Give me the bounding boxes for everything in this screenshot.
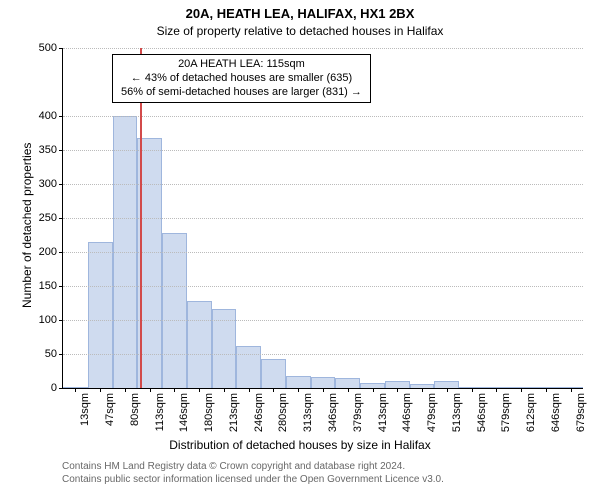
ytick-mark bbox=[59, 320, 63, 321]
xtick-mark bbox=[546, 388, 547, 392]
ytick-label: 500 bbox=[39, 42, 57, 54]
annotation-line-3: 56% of semi-detached houses are larger (… bbox=[121, 86, 362, 100]
ytick-mark bbox=[59, 388, 63, 389]
xtick-mark bbox=[125, 388, 126, 392]
xtick-label: 612sqm bbox=[525, 393, 537, 432]
ytick-label: 350 bbox=[39, 144, 57, 156]
xtick-label: 413sqm bbox=[377, 393, 389, 432]
xtick-mark bbox=[422, 388, 423, 392]
xtick-mark bbox=[521, 388, 522, 392]
ytick-mark bbox=[59, 354, 63, 355]
footer-line-2: Contains public sector information licen… bbox=[62, 473, 444, 486]
histogram-bar bbox=[162, 233, 187, 388]
xtick-mark bbox=[447, 388, 448, 392]
xtick-mark bbox=[100, 388, 101, 392]
xtick-label: 513sqm bbox=[451, 393, 463, 432]
histogram-bar bbox=[187, 301, 212, 388]
y-axis-title: Number of detached properties bbox=[20, 143, 34, 308]
ytick-mark bbox=[59, 116, 63, 117]
xtick-label: 180sqm bbox=[203, 393, 215, 432]
xtick-label: 313sqm bbox=[302, 393, 314, 432]
footer-line-1: Contains HM Land Registry data © Crown c… bbox=[62, 460, 444, 473]
annotation-line-1: 20A HEATH LEA: 115sqm bbox=[121, 58, 362, 72]
histogram-bar bbox=[311, 377, 336, 388]
xtick-mark bbox=[496, 388, 497, 392]
page-title: 20A, HEATH LEA, HALIFAX, HX1 2BX bbox=[0, 6, 600, 21]
xtick-label: 47sqm bbox=[104, 393, 116, 426]
xtick-mark bbox=[150, 388, 151, 392]
xtick-mark bbox=[224, 388, 225, 392]
ytick-label: 400 bbox=[39, 110, 57, 122]
xtick-mark bbox=[571, 388, 572, 392]
xtick-mark bbox=[348, 388, 349, 392]
attribution-footer: Contains HM Land Registry data © Crown c… bbox=[62, 460, 444, 486]
ytick-label: 0 bbox=[51, 382, 57, 394]
xtick-label: 213sqm bbox=[228, 393, 240, 432]
xtick-mark bbox=[75, 388, 76, 392]
xtick-label: 80sqm bbox=[129, 393, 141, 426]
ytick-label: 300 bbox=[39, 178, 57, 190]
xtick-mark bbox=[397, 388, 398, 392]
xtick-mark bbox=[298, 388, 299, 392]
histogram-bar bbox=[434, 381, 459, 388]
xtick-mark bbox=[199, 388, 200, 392]
ytick-label: 250 bbox=[39, 212, 57, 224]
ytick-label: 200 bbox=[39, 246, 57, 258]
histogram-bar bbox=[261, 359, 286, 388]
annotation-line-2: ← 43% of detached houses are smaller (63… bbox=[121, 72, 362, 86]
ytick-label: 150 bbox=[39, 280, 57, 292]
xtick-mark bbox=[472, 388, 473, 392]
xtick-label: 146sqm bbox=[178, 393, 190, 432]
ytick-mark bbox=[59, 150, 63, 151]
xtick-label: 546sqm bbox=[476, 393, 488, 432]
ytick-label: 100 bbox=[39, 314, 57, 326]
xtick-mark bbox=[174, 388, 175, 392]
x-axis-title: Distribution of detached houses by size … bbox=[0, 438, 600, 452]
ytick-mark bbox=[59, 286, 63, 287]
chart-container: 20A, HEATH LEA, HALIFAX, HX1 2BX Size of… bbox=[0, 0, 600, 500]
xtick-mark bbox=[249, 388, 250, 392]
xtick-mark bbox=[323, 388, 324, 392]
xtick-label: 679sqm bbox=[575, 393, 587, 432]
xtick-label: 579sqm bbox=[500, 393, 512, 432]
xtick-mark bbox=[373, 388, 374, 392]
xtick-label: 379sqm bbox=[352, 393, 364, 432]
ytick-mark bbox=[59, 218, 63, 219]
histogram-bar bbox=[88, 242, 113, 388]
histogram-bar bbox=[335, 378, 360, 388]
xtick-label: 346sqm bbox=[327, 393, 339, 432]
ytick-mark bbox=[59, 184, 63, 185]
xtick-label: 280sqm bbox=[277, 393, 289, 432]
xtick-label: 13sqm bbox=[79, 393, 91, 426]
ytick-mark bbox=[59, 48, 63, 49]
ytick-label: 50 bbox=[45, 348, 57, 360]
annotation-box: 20A HEATH LEA: 115sqm ← 43% of detached … bbox=[112, 54, 371, 103]
ytick-mark bbox=[59, 252, 63, 253]
page-subtitle: Size of property relative to detached ho… bbox=[0, 24, 600, 38]
histogram-bar bbox=[236, 346, 261, 388]
xtick-label: 246sqm bbox=[253, 393, 265, 432]
xtick-label: 479sqm bbox=[426, 393, 438, 432]
histogram-bar bbox=[385, 381, 410, 388]
xtick-label: 646sqm bbox=[550, 393, 562, 432]
xtick-label: 446sqm bbox=[401, 393, 413, 432]
xtick-label: 113sqm bbox=[154, 393, 166, 431]
histogram-bar bbox=[286, 376, 311, 388]
xtick-mark bbox=[273, 388, 274, 392]
